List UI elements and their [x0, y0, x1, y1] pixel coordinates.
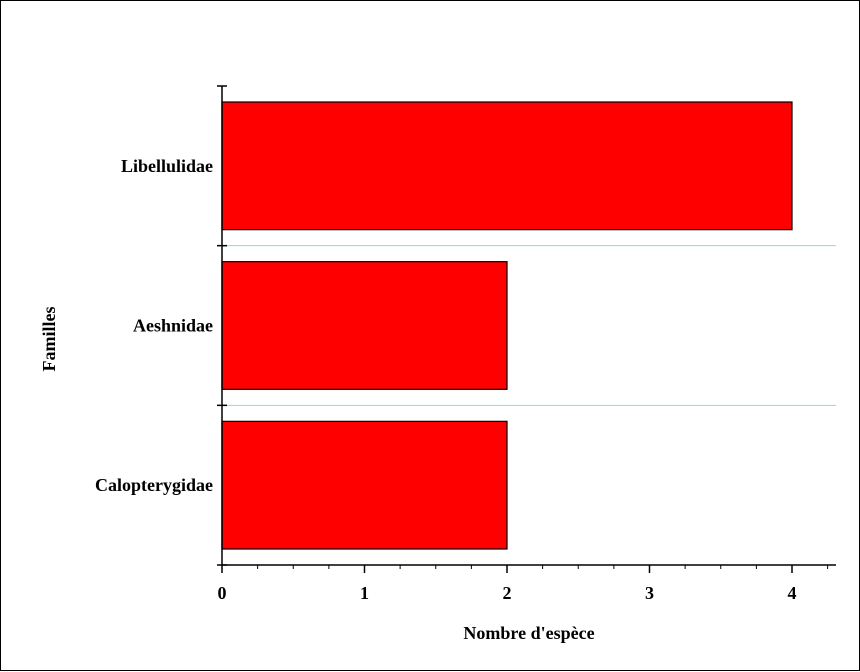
grid-lines — [222, 245, 836, 406]
y-tick-label: Aeshnidae — [133, 316, 213, 336]
y-tick-label: Calopterygidae — [95, 475, 213, 495]
bar-calopterygidae — [221, 420, 508, 550]
y-axis-label: Familles — [39, 307, 59, 372]
axes — [217, 85, 836, 566]
x-tick-label: 3 — [645, 583, 654, 603]
bars — [221, 101, 793, 550]
x-tick-label: 0 — [218, 583, 227, 603]
x-tick-label: 2 — [503, 583, 512, 603]
y-tick-label: Libellulidae — [121, 156, 213, 176]
x-tick-label: 4 — [788, 583, 797, 603]
x-tick-label: 1 — [360, 583, 369, 603]
x-ticks: 0 1 2 3 4 — [218, 565, 829, 603]
bar-libellulidae — [221, 101, 793, 231]
y-ticks: Libellulidae Aeshnidae Calopterygidae — [95, 156, 213, 495]
bar-aeshnidae — [221, 261, 508, 390]
x-axis-label: Nombre d'espèce — [463, 623, 594, 643]
